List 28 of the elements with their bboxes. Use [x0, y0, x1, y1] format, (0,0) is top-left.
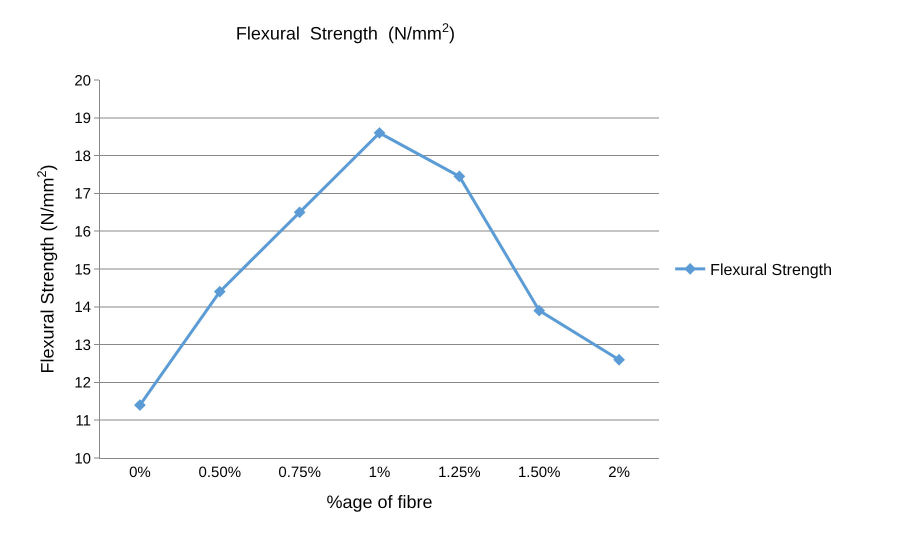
point [134, 399, 146, 411]
y-tick-label: 20 [74, 72, 91, 90]
x-tick-label: 0.75% [278, 464, 321, 481]
y-tick-label: 13 [74, 336, 91, 354]
y-tick-label: 11 [75, 412, 91, 430]
point [374, 127, 386, 139]
point [533, 304, 546, 316]
y-tick-label: 10 [74, 450, 91, 468]
y-tick-label: 17 [74, 186, 91, 203]
point [214, 286, 226, 298]
x-tick-label: 1.50% [518, 464, 560, 481]
point [454, 170, 466, 182]
x-tick-label: 1% [368, 464, 390, 481]
chart-title: Flexural Strength (N/mm$^{2}$) [236, 20, 455, 44]
x-tick-label: 1.25% [438, 464, 481, 481]
legend-label: Flexural Strength [710, 262, 832, 280]
y-tick-label: 16 [74, 223, 91, 240]
y-tick-label: 14 [74, 299, 91, 316]
y-tick-label: 15 [74, 261, 91, 278]
y-tick-label: 12 [74, 374, 91, 392]
y-tick-label: 19 [74, 110, 91, 128]
x-tick-label: 0.50% [198, 464, 242, 481]
x-axis-title: %age of fibre [326, 492, 433, 512]
x-tick-label: 0% [129, 464, 151, 481]
x-tick-label: 2% [608, 464, 630, 481]
point [613, 354, 625, 366]
point [294, 206, 306, 218]
y-tick-label: 18 [74, 148, 91, 165]
